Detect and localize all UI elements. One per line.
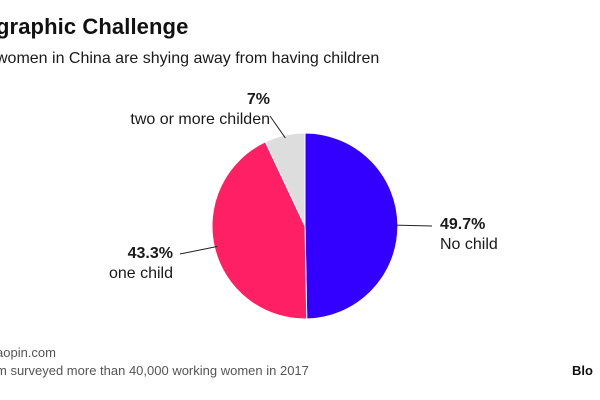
slice-value-one-child: 43.3% (127, 245, 173, 262)
chart-title: graphic Challenge (0, 14, 189, 39)
source-text: aopin.com (0, 345, 56, 360)
pie-slice-no-child (304, 132, 399, 320)
slice-label-one-child: 43.3% one child (109, 244, 173, 284)
brand-logo-text: Blo (572, 363, 593, 378)
leader-lines (179, 115, 433, 255)
chart-subtitle: women in China are shying away from havi… (0, 50, 380, 67)
pie-slices (211, 132, 399, 320)
slice-name-one-child: one child (108, 265, 173, 282)
leader-line (269, 115, 286, 139)
note-text: m surveyed more than 40,000 working wome… (0, 363, 309, 378)
slice-value-no-child: 49.7% (440, 216, 486, 233)
slice-name-no-child: No child (440, 236, 498, 253)
leader-line (395, 224, 433, 227)
slice-value-two-or-more: 7% (246, 91, 270, 108)
slice-label-no-child: 49.7% No child (440, 215, 498, 255)
slice-name-two-or-more: two or more childen (130, 111, 270, 128)
leader-line (179, 246, 218, 255)
pie-slice-two-or-more (264, 132, 306, 227)
slice-label-two-or-more: 7% two or more childen (130, 90, 270, 130)
